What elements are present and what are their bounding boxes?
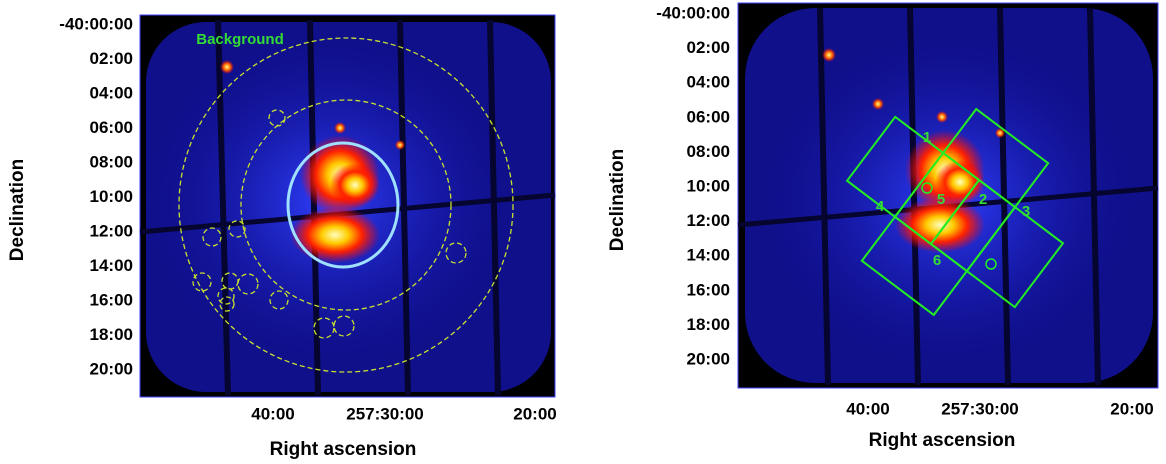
region-label: 6 [933,252,941,269]
x-tick-label: 20:00 [1110,399,1153,418]
x-tick-label: 257:30:00 [941,399,1019,418]
x-axis-label: Right ascension [869,430,1016,451]
region-label: Background [196,31,284,48]
region-label: 5 [937,191,945,208]
y-tick-label: 20:00 [90,359,133,378]
y-tick-label: 06:00 [90,118,133,137]
y-tick-label: -40:00:00 [656,3,730,22]
y-tick-label: 10:00 [687,176,730,195]
y-tick-label: 12:00 [687,211,730,230]
x-axis-label: Right ascension [270,439,417,460]
y-tick-label: 06:00 [687,107,730,126]
region-label: 2 [979,191,987,208]
y-tick-label: 04:00 [90,83,133,102]
region-label: 1 [923,129,931,146]
y-tick-label: 14:00 [90,256,133,275]
x-tick-label: 40:00 [846,399,889,418]
x-tick-label: 257:30:00 [346,404,424,423]
y-tick-label: 12:00 [90,221,133,240]
right-image [737,2,1159,389]
y-tick-label: 18:00 [90,325,133,344]
left-image [139,14,556,398]
region-label: 4 [876,198,885,215]
y-tick-label: -40:00:00 [59,14,133,33]
y-tick-label: 20:00 [687,349,730,368]
y-tick-label: 10:00 [90,187,133,206]
y-tick-label: 02:00 [90,49,133,68]
y-tick-label: 08:00 [90,152,133,171]
y-tick-label: 16:00 [687,280,730,299]
x-tick-label: 40:00 [251,404,294,423]
y-tick-label: 14:00 [687,246,730,265]
y-tick-label: 18:00 [687,315,730,334]
region-label: 3 [1022,203,1030,220]
y-tick-label: 04:00 [687,73,730,92]
y-tick-label: 08:00 [687,142,730,161]
y-axis-label: Declination [607,149,628,251]
y-tick-label: 02:00 [687,38,730,57]
x-tick-label: 20:00 [513,404,556,423]
y-axis-label: Declination [7,159,28,261]
y-tick-label: 16:00 [90,290,133,309]
